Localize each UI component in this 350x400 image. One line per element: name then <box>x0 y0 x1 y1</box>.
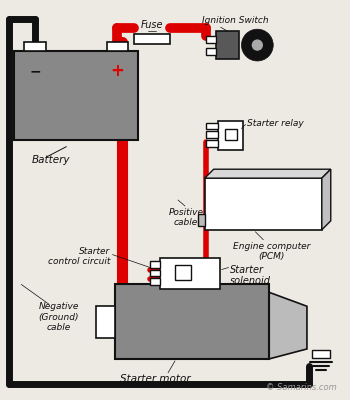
Bar <box>206 140 218 147</box>
Bar <box>206 48 216 55</box>
Text: Starter
solenoid: Starter solenoid <box>230 264 271 286</box>
Bar <box>175 264 191 280</box>
Text: +: + <box>111 62 124 80</box>
Text: © Samarins.com: © Samarins.com <box>266 383 337 392</box>
Bar <box>150 270 160 276</box>
Bar <box>96 306 116 338</box>
Text: Battery: Battery <box>32 155 71 165</box>
Text: Negative
(Ground)
cable: Negative (Ground) cable <box>39 302 79 332</box>
Polygon shape <box>322 169 331 230</box>
Bar <box>206 122 218 130</box>
Polygon shape <box>269 292 307 359</box>
Text: Engine computer
(PCM): Engine computer (PCM) <box>232 242 310 261</box>
Text: Starter relay: Starter relay <box>247 118 304 128</box>
Bar <box>106 42 128 51</box>
Text: −: − <box>29 64 41 78</box>
Polygon shape <box>205 169 331 178</box>
Text: Ignition Switch: Ignition Switch <box>202 16 269 25</box>
Circle shape <box>252 40 262 50</box>
Bar <box>216 31 239 59</box>
Bar <box>218 120 244 150</box>
Text: Starter
control circuit: Starter control circuit <box>48 247 111 266</box>
Bar <box>312 350 330 358</box>
Bar <box>116 284 269 359</box>
Text: Positive
cable: Positive cable <box>168 208 203 227</box>
Bar <box>205 178 322 230</box>
Bar <box>24 42 46 51</box>
Text: Starter motor: Starter motor <box>120 374 190 384</box>
Bar <box>198 214 205 226</box>
Bar <box>206 132 218 138</box>
Bar <box>206 36 216 43</box>
Text: Fuse: Fuse <box>141 20 163 30</box>
Bar <box>14 51 138 140</box>
Bar <box>225 128 237 140</box>
Bar <box>150 278 160 286</box>
Bar <box>150 260 160 268</box>
Circle shape <box>241 29 273 61</box>
Bar <box>134 34 170 44</box>
Bar <box>160 258 220 289</box>
